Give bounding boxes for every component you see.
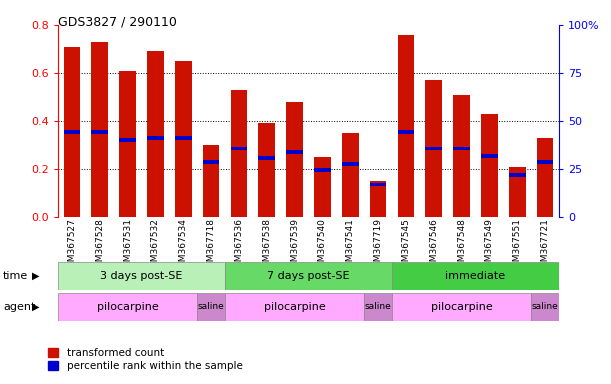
Bar: [258, 123, 275, 217]
Bar: [398, 130, 414, 134]
Text: time: time: [3, 271, 28, 281]
Text: GDS3827 / 290110: GDS3827 / 290110: [58, 15, 177, 28]
Text: saline: saline: [198, 302, 224, 311]
Bar: [92, 130, 108, 134]
Bar: [225, 293, 364, 321]
Bar: [425, 80, 442, 217]
Text: ▶: ▶: [32, 302, 39, 312]
Bar: [453, 94, 470, 217]
Bar: [147, 51, 164, 217]
Text: pilocarpine: pilocarpine: [431, 302, 492, 312]
Text: ▶: ▶: [32, 271, 39, 281]
Text: saline: saline: [532, 302, 558, 311]
Bar: [92, 42, 108, 217]
Bar: [203, 160, 219, 164]
Bar: [58, 262, 225, 290]
Text: saline: saline: [365, 302, 392, 311]
Bar: [481, 114, 498, 217]
Bar: [537, 160, 554, 164]
Bar: [398, 35, 414, 217]
Bar: [364, 293, 392, 321]
Bar: [314, 168, 331, 172]
Bar: [230, 90, 247, 217]
Bar: [230, 147, 247, 151]
Bar: [537, 138, 554, 217]
Bar: [453, 147, 470, 151]
Bar: [119, 138, 136, 142]
Bar: [370, 181, 387, 217]
Text: pilocarpine: pilocarpine: [264, 302, 326, 312]
Bar: [509, 173, 525, 177]
Bar: [342, 133, 359, 217]
Bar: [392, 262, 559, 290]
Bar: [119, 71, 136, 217]
Bar: [425, 147, 442, 151]
Bar: [287, 150, 303, 154]
Text: 3 days post-SE: 3 days post-SE: [100, 271, 183, 281]
Bar: [197, 293, 225, 321]
Bar: [64, 130, 80, 134]
Bar: [258, 156, 275, 160]
Bar: [287, 102, 303, 217]
Bar: [64, 46, 80, 217]
Bar: [147, 136, 164, 140]
Text: agent: agent: [3, 302, 35, 312]
Bar: [342, 162, 359, 166]
Text: pilocarpine: pilocarpine: [97, 302, 158, 312]
Bar: [392, 293, 531, 321]
Bar: [58, 293, 197, 321]
Bar: [225, 262, 392, 290]
Legend: transformed count, percentile rank within the sample: transformed count, percentile rank withi…: [48, 348, 243, 371]
Text: 7 days post-SE: 7 days post-SE: [267, 271, 350, 281]
Bar: [314, 157, 331, 217]
Bar: [509, 167, 525, 217]
Bar: [481, 154, 498, 158]
Bar: [370, 183, 387, 187]
Bar: [175, 61, 192, 217]
Bar: [203, 145, 219, 217]
Bar: [175, 136, 192, 140]
Text: immediate: immediate: [445, 271, 506, 281]
Bar: [531, 293, 559, 321]
